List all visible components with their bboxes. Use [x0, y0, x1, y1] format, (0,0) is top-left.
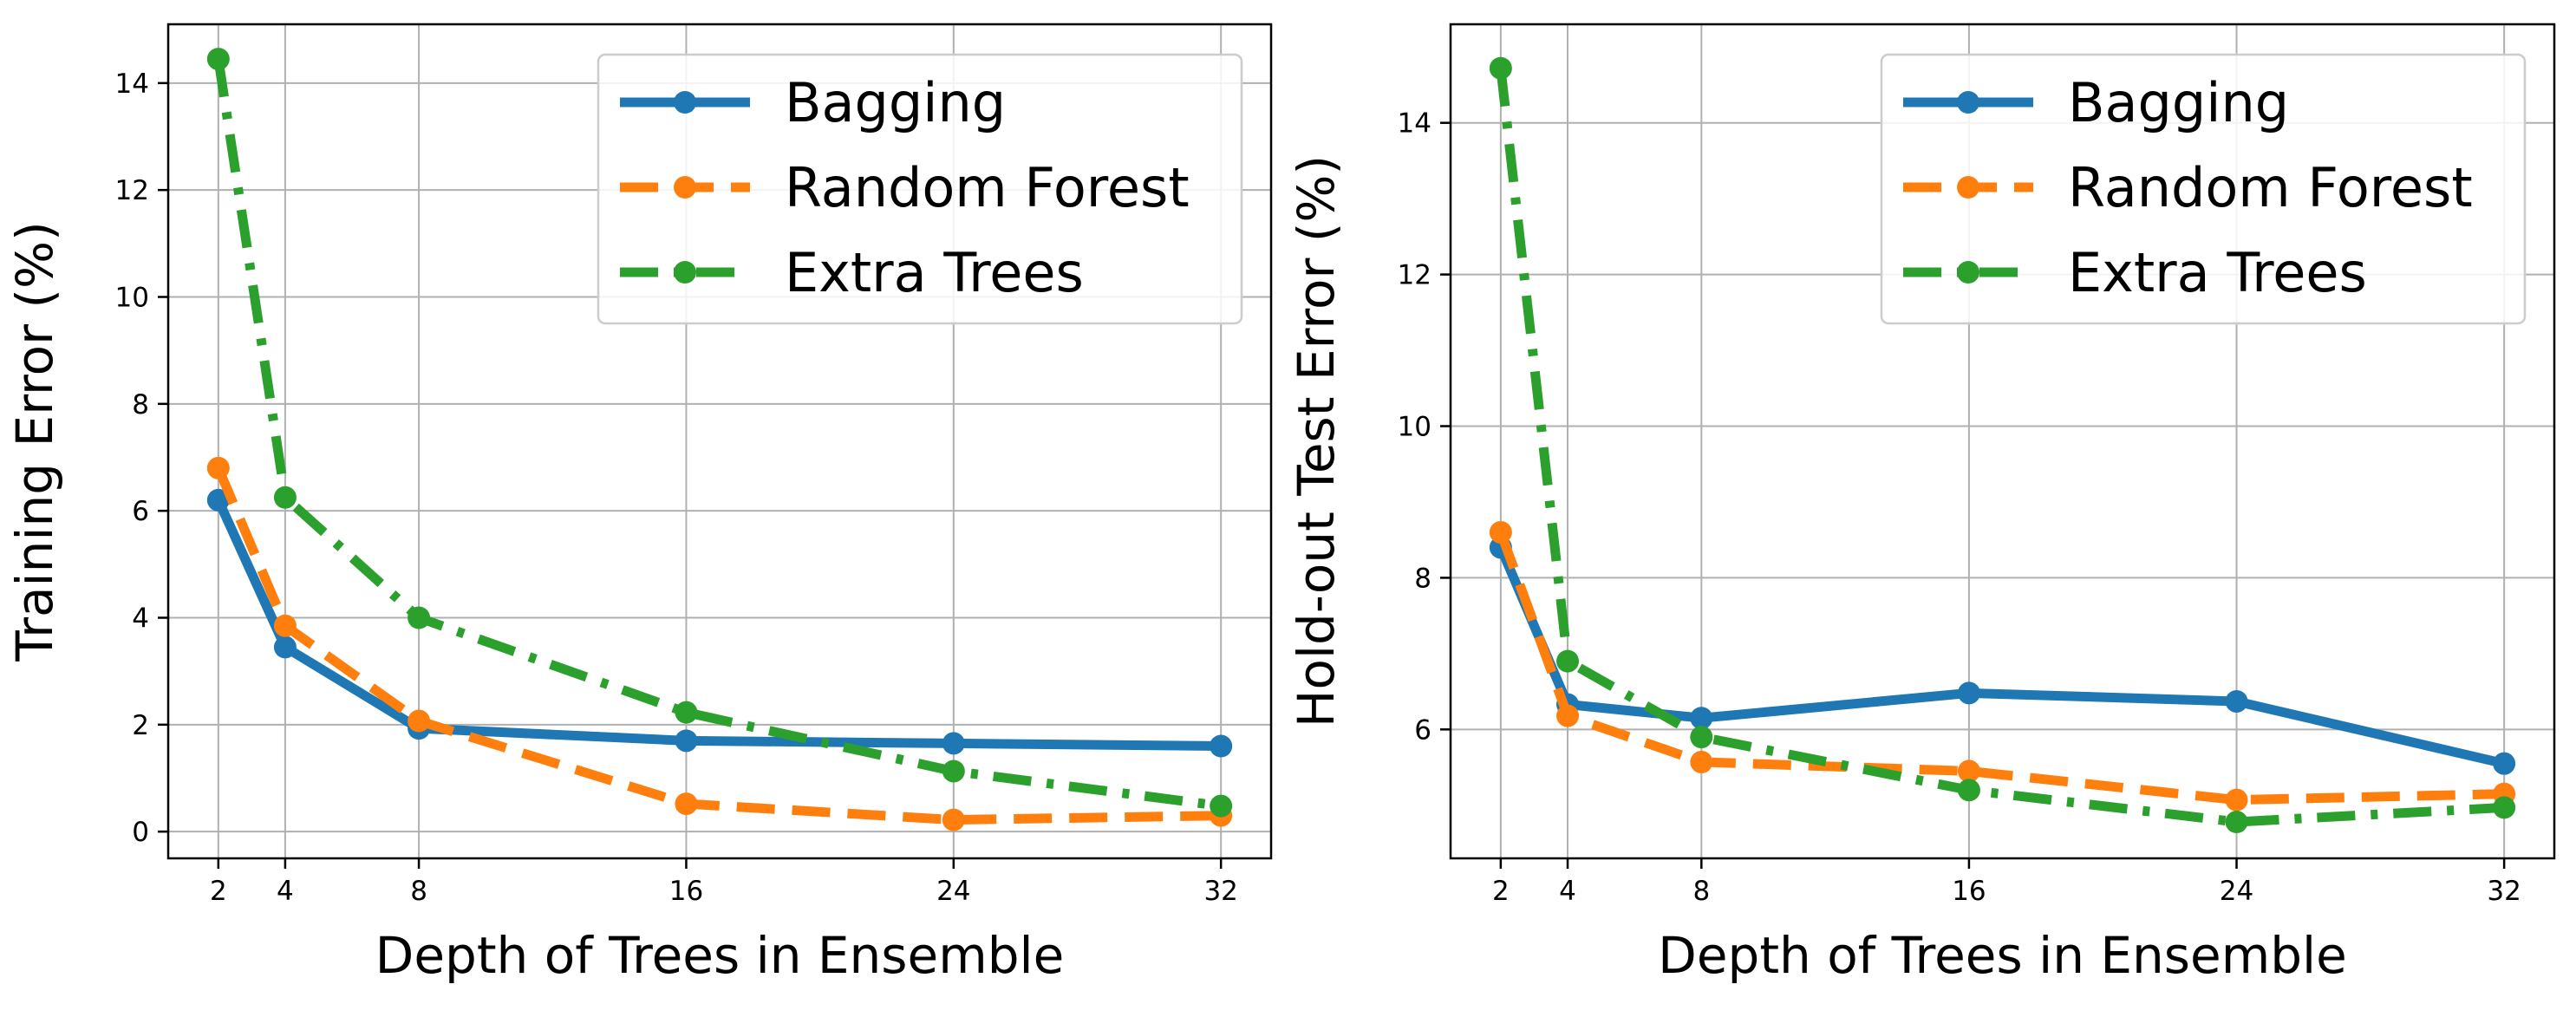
- data-point-extra-trees: [408, 606, 431, 629]
- data-point-random-forest: [1556, 704, 1580, 727]
- data-point-extra-trees: [1690, 726, 1713, 749]
- data-point-extra-trees: [273, 486, 297, 509]
- data-point-random-forest: [2225, 788, 2248, 812]
- data-point-random-forest: [1489, 520, 1512, 544]
- y-tick-label: 14: [1398, 108, 1431, 140]
- data-point-bagging: [273, 636, 297, 659]
- data-point-extra-trees: [2225, 811, 2248, 834]
- data-point-extra-trees: [675, 701, 698, 724]
- legend-swatch-marker: [1957, 176, 1979, 199]
- data-point-extra-trees: [206, 48, 230, 71]
- x-tick-label: 4: [1559, 876, 1576, 907]
- data-point-random-forest: [942, 808, 965, 831]
- data-point-random-forest: [408, 709, 431, 733]
- y-tick-label: 8: [1414, 563, 1431, 594]
- data-point-extra-trees: [942, 759, 965, 783]
- x-tick-label: 2: [1492, 876, 1510, 907]
- series-line-bagging: [1496, 545, 2506, 769]
- legend-label: Bagging: [785, 71, 1006, 134]
- legend-swatch-marker: [1957, 91, 1979, 114]
- legend-swatch-marker: [674, 176, 696, 199]
- y-tick-label: 2: [132, 710, 149, 741]
- y-tick-label: 6: [132, 496, 149, 527]
- data-point-random-forest: [1957, 759, 1980, 783]
- data-point-bagging: [675, 729, 698, 753]
- y-axis-label: Training Error (%): [5, 221, 64, 662]
- y-tick-label: 6: [1414, 714, 1431, 746]
- legend: Bagging Random Forest Extra Trees: [1880, 53, 2527, 325]
- legend-label: Random Forest: [2068, 156, 2473, 219]
- legend-swatch-marker: [674, 91, 696, 114]
- x-tick-label: 16: [1952, 876, 1986, 907]
- x-axis-label: Depth of Trees in Ensemble: [1658, 926, 2347, 985]
- y-tick-label: 14: [115, 68, 149, 100]
- y-tick-label: 12: [115, 175, 149, 206]
- x-tick-label: 32: [2487, 876, 2521, 907]
- series-line-random-forest: [1496, 531, 2505, 805]
- legend-swatch-marker: [1957, 261, 1979, 284]
- series-line-bagging: [213, 498, 1222, 751]
- data-point-random-forest: [675, 792, 698, 816]
- data-point-extra-trees: [1556, 649, 1580, 673]
- y-axis-label: Hold-out Test Error (%): [1287, 155, 1346, 727]
- axes-frame: [1449, 23, 2556, 860]
- data-point-bagging: [2225, 689, 2248, 713]
- data-point-extra-trees: [1957, 779, 1980, 802]
- x-tick-label: 24: [936, 876, 970, 907]
- y-tick-label: 10: [115, 283, 149, 314]
- data-point-bagging: [1957, 681, 1980, 705]
- x-tick-label: 8: [410, 876, 427, 907]
- x-tick-label: 16: [669, 876, 703, 907]
- y-tick-label: 10: [1398, 412, 1431, 443]
- data-point-extra-trees: [2493, 796, 2516, 819]
- legend-label: Random Forest: [785, 156, 1190, 219]
- legend: Bagging Random Forest Extra Trees: [597, 53, 1243, 325]
- series-line-extra-trees: [213, 58, 1222, 812]
- data-point-bagging: [1690, 707, 1713, 730]
- data-point-bagging: [206, 488, 230, 512]
- data-point-extra-trees: [1489, 56, 1512, 80]
- legend-label: Extra Trees: [785, 241, 1084, 304]
- series-line-random-forest: [213, 466, 1222, 825]
- x-tick-label: 24: [2220, 876, 2253, 907]
- data-point-random-forest: [206, 456, 230, 479]
- legend-box: [597, 53, 1243, 325]
- data-point-extra-trees: [1210, 794, 1233, 818]
- y-tick-label: 0: [132, 817, 149, 848]
- data-point-random-forest: [1690, 750, 1713, 773]
- legend-swatch-marker: [674, 261, 696, 284]
- legend-label: Extra Trees: [2068, 241, 2367, 304]
- data-point-bagging: [1210, 734, 1233, 758]
- x-tick-label: 8: [1692, 876, 1710, 907]
- x-axis-label: Depth of Trees in Ensemble: [375, 926, 1065, 985]
- data-point-random-forest: [273, 614, 297, 637]
- legend-label: Bagging: [2068, 71, 2289, 134]
- y-tick-label: 12: [1398, 260, 1431, 291]
- data-point-bagging: [942, 732, 965, 755]
- x-tick-label: 4: [277, 876, 294, 907]
- data-point-bagging: [2493, 752, 2516, 775]
- axes-frame: [166, 23, 1273, 860]
- x-tick-label: 32: [1203, 876, 1237, 907]
- legend-box: [1880, 53, 2527, 325]
- x-tick-label: 2: [210, 876, 227, 907]
- y-tick-label: 4: [132, 603, 149, 635]
- y-tick-label: 8: [132, 389, 149, 420]
